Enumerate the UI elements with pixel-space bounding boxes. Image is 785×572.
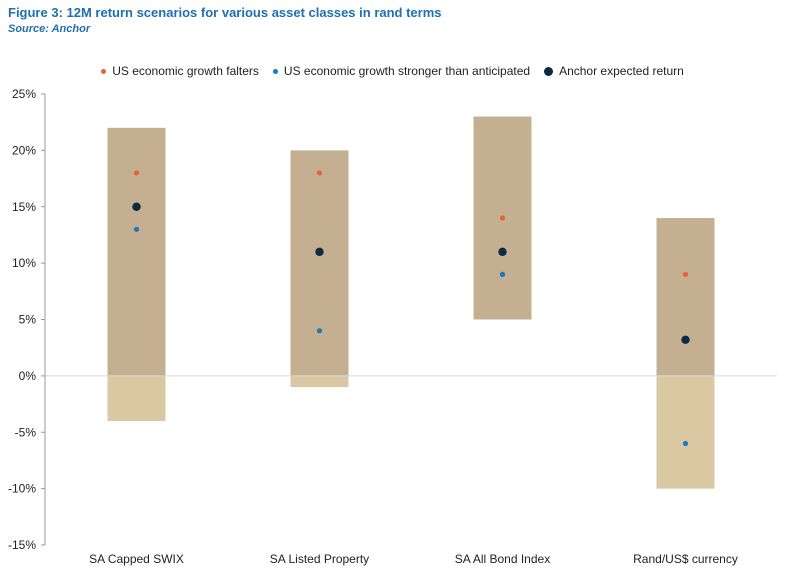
point-falters	[499, 215, 506, 221]
y-tick-label: -15%	[8, 538, 36, 552]
y-tick-label: -5%	[15, 425, 37, 439]
point-expected	[681, 335, 690, 344]
range-bar-negative	[107, 375, 166, 421]
range-bar-negative	[290, 375, 349, 388]
legend-item-stronger: US economic growth stronger than anticip…	[272, 64, 531, 78]
x-tick-label: SA Capped SWIX	[89, 552, 184, 566]
legend-item-expected: Anchor expected return	[544, 64, 684, 78]
x-tick-label: SA Listed Property	[270, 552, 369, 566]
figure-source: Source: Anchor	[8, 23, 91, 35]
legend-label-expected: Anchor expected return	[559, 64, 684, 78]
point-expected	[315, 247, 324, 257]
y-tick-label: 0%	[19, 369, 37, 383]
point-stronger	[682, 440, 689, 447]
y-tick-label: -10%	[8, 482, 36, 496]
point-stronger	[316, 328, 323, 334]
y-tick-label: 5%	[19, 313, 37, 327]
point-expected	[132, 202, 141, 211]
legend-label-stronger: US economic growth stronger than anticip…	[283, 64, 531, 78]
y-tick-label: 20%	[12, 143, 36, 157]
legend-marker-falters	[101, 68, 107, 74]
legend: US economic growth falters US economic g…	[0, 64, 785, 78]
range-bar-positive	[656, 218, 715, 376]
range-bar-negative	[656, 375, 715, 489]
y-tick-label: 15%	[12, 200, 36, 214]
y-tick-label: 10%	[12, 256, 36, 270]
x-tick-label: SA All Bond Index	[455, 552, 550, 566]
range-bar-positive	[107, 127, 166, 376]
legend-marker-expected	[544, 66, 554, 76]
point-falters	[682, 271, 689, 277]
y-tick-label: 25%	[12, 87, 36, 101]
point-falters	[133, 170, 140, 176]
figure-title: Figure 3: 12M return scenarios for vario…	[8, 5, 442, 20]
legend-item-falters: US economic growth falters	[101, 64, 259, 78]
point-stronger	[133, 226, 140, 232]
x-tick-label: Rand/US$ currency	[633, 552, 738, 566]
point-stronger	[499, 271, 506, 277]
point-expected	[498, 247, 507, 257]
legend-marker-stronger	[272, 68, 278, 74]
range-bar-positive	[290, 150, 349, 376]
point-falters	[316, 170, 323, 176]
legend-label-falters: US economic growth falters	[112, 64, 259, 78]
